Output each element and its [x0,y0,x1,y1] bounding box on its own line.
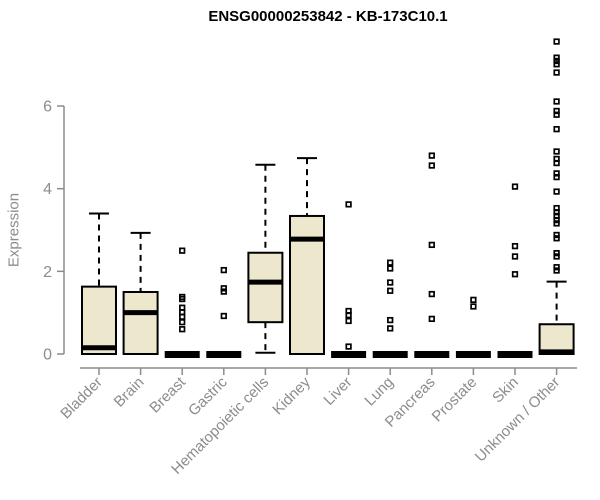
outlier-point [220,312,227,320]
x-tick-label-kidney: Kidney [269,373,314,418]
outlier-point [387,259,394,266]
outlier-point [470,303,477,310]
boxplot-box-bladder [81,285,117,356]
outlier-point [470,296,477,304]
boxplot-flat-breast [164,351,200,358]
outlier-point [553,235,560,242]
outlier-point [553,126,560,133]
outlier-point [428,162,435,169]
outlier-point [553,170,560,177]
outlier-point [553,216,560,224]
outlier-point [179,295,186,303]
x-tick-label-breast: Breast [146,373,189,416]
outlier-point [553,173,560,181]
outlier-point [511,253,519,260]
outlier-point [553,188,560,195]
outlier-point [511,242,519,250]
outlier-point [387,279,394,286]
boxplot-flat-liver [331,351,367,358]
outlier-point [179,247,186,254]
outlier-point [553,231,560,239]
outlier-point [428,290,435,298]
boxplot-flat-prostate [455,351,491,358]
outlier-point [345,343,352,350]
outlier-point [179,313,186,320]
outlier-point [553,253,560,260]
outlier-point [553,38,560,45]
x-tick-label-bladder: Bladder [57,374,106,423]
outlier-point [553,148,560,155]
y-tick-label: 4 [43,181,52,198]
outlier-point [553,57,560,65]
outlier-point [553,264,560,271]
outlier-point [553,107,560,115]
outlier-point [387,325,394,332]
boxplot-box-unknown-other [538,323,575,356]
y-tick-label: 0 [43,347,52,364]
boxplot-box-hematopoietic-cells [247,251,284,324]
outlier-point [179,326,186,333]
outlier-point [553,267,560,274]
outlier-point [511,183,519,190]
boxplot-flat-pancreas [414,351,450,358]
outlier-point [179,319,186,326]
outlier-point [553,220,560,227]
outlier-point [428,152,435,159]
outlier-point [387,287,394,294]
y-tick-label: 2 [43,264,52,281]
x-tick-label-brain: Brain [111,374,148,411]
x-tick-label-prostate: Prostate [429,374,481,426]
x-tick-label-liver: Liver [320,374,355,409]
boxplot-flat-gastric [206,351,242,358]
outlier-point [345,317,352,325]
outlier-point [345,311,352,319]
outlier-point [511,271,519,278]
outlier-point [387,316,394,324]
outlier-point [553,54,560,61]
outlier-point [553,250,560,257]
chart-title: ENSG00000253842 - KB-173C10.1 [208,8,448,25]
outlier-point [220,266,227,274]
outlier-point [553,209,560,216]
outlier-point [553,98,560,105]
outlier-point [553,69,560,76]
boxplot-flat-lung [372,351,408,358]
boxplot-box-brain [122,291,159,356]
boxplot-flat-skin [497,351,533,358]
y-tick-label: 6 [43,99,52,116]
outlier-point [553,159,560,167]
outlier-point [553,111,560,118]
x-tick-label-skin: Skin [489,374,522,407]
x-tick-label-lung: Lung [361,374,397,410]
outlier-point [428,241,435,249]
outlier-point [553,61,560,68]
outlier-point [220,285,227,292]
outlier-point [387,265,394,272]
outlier-point [345,201,352,208]
outlier-point [220,288,227,295]
outlier-point [428,315,435,323]
